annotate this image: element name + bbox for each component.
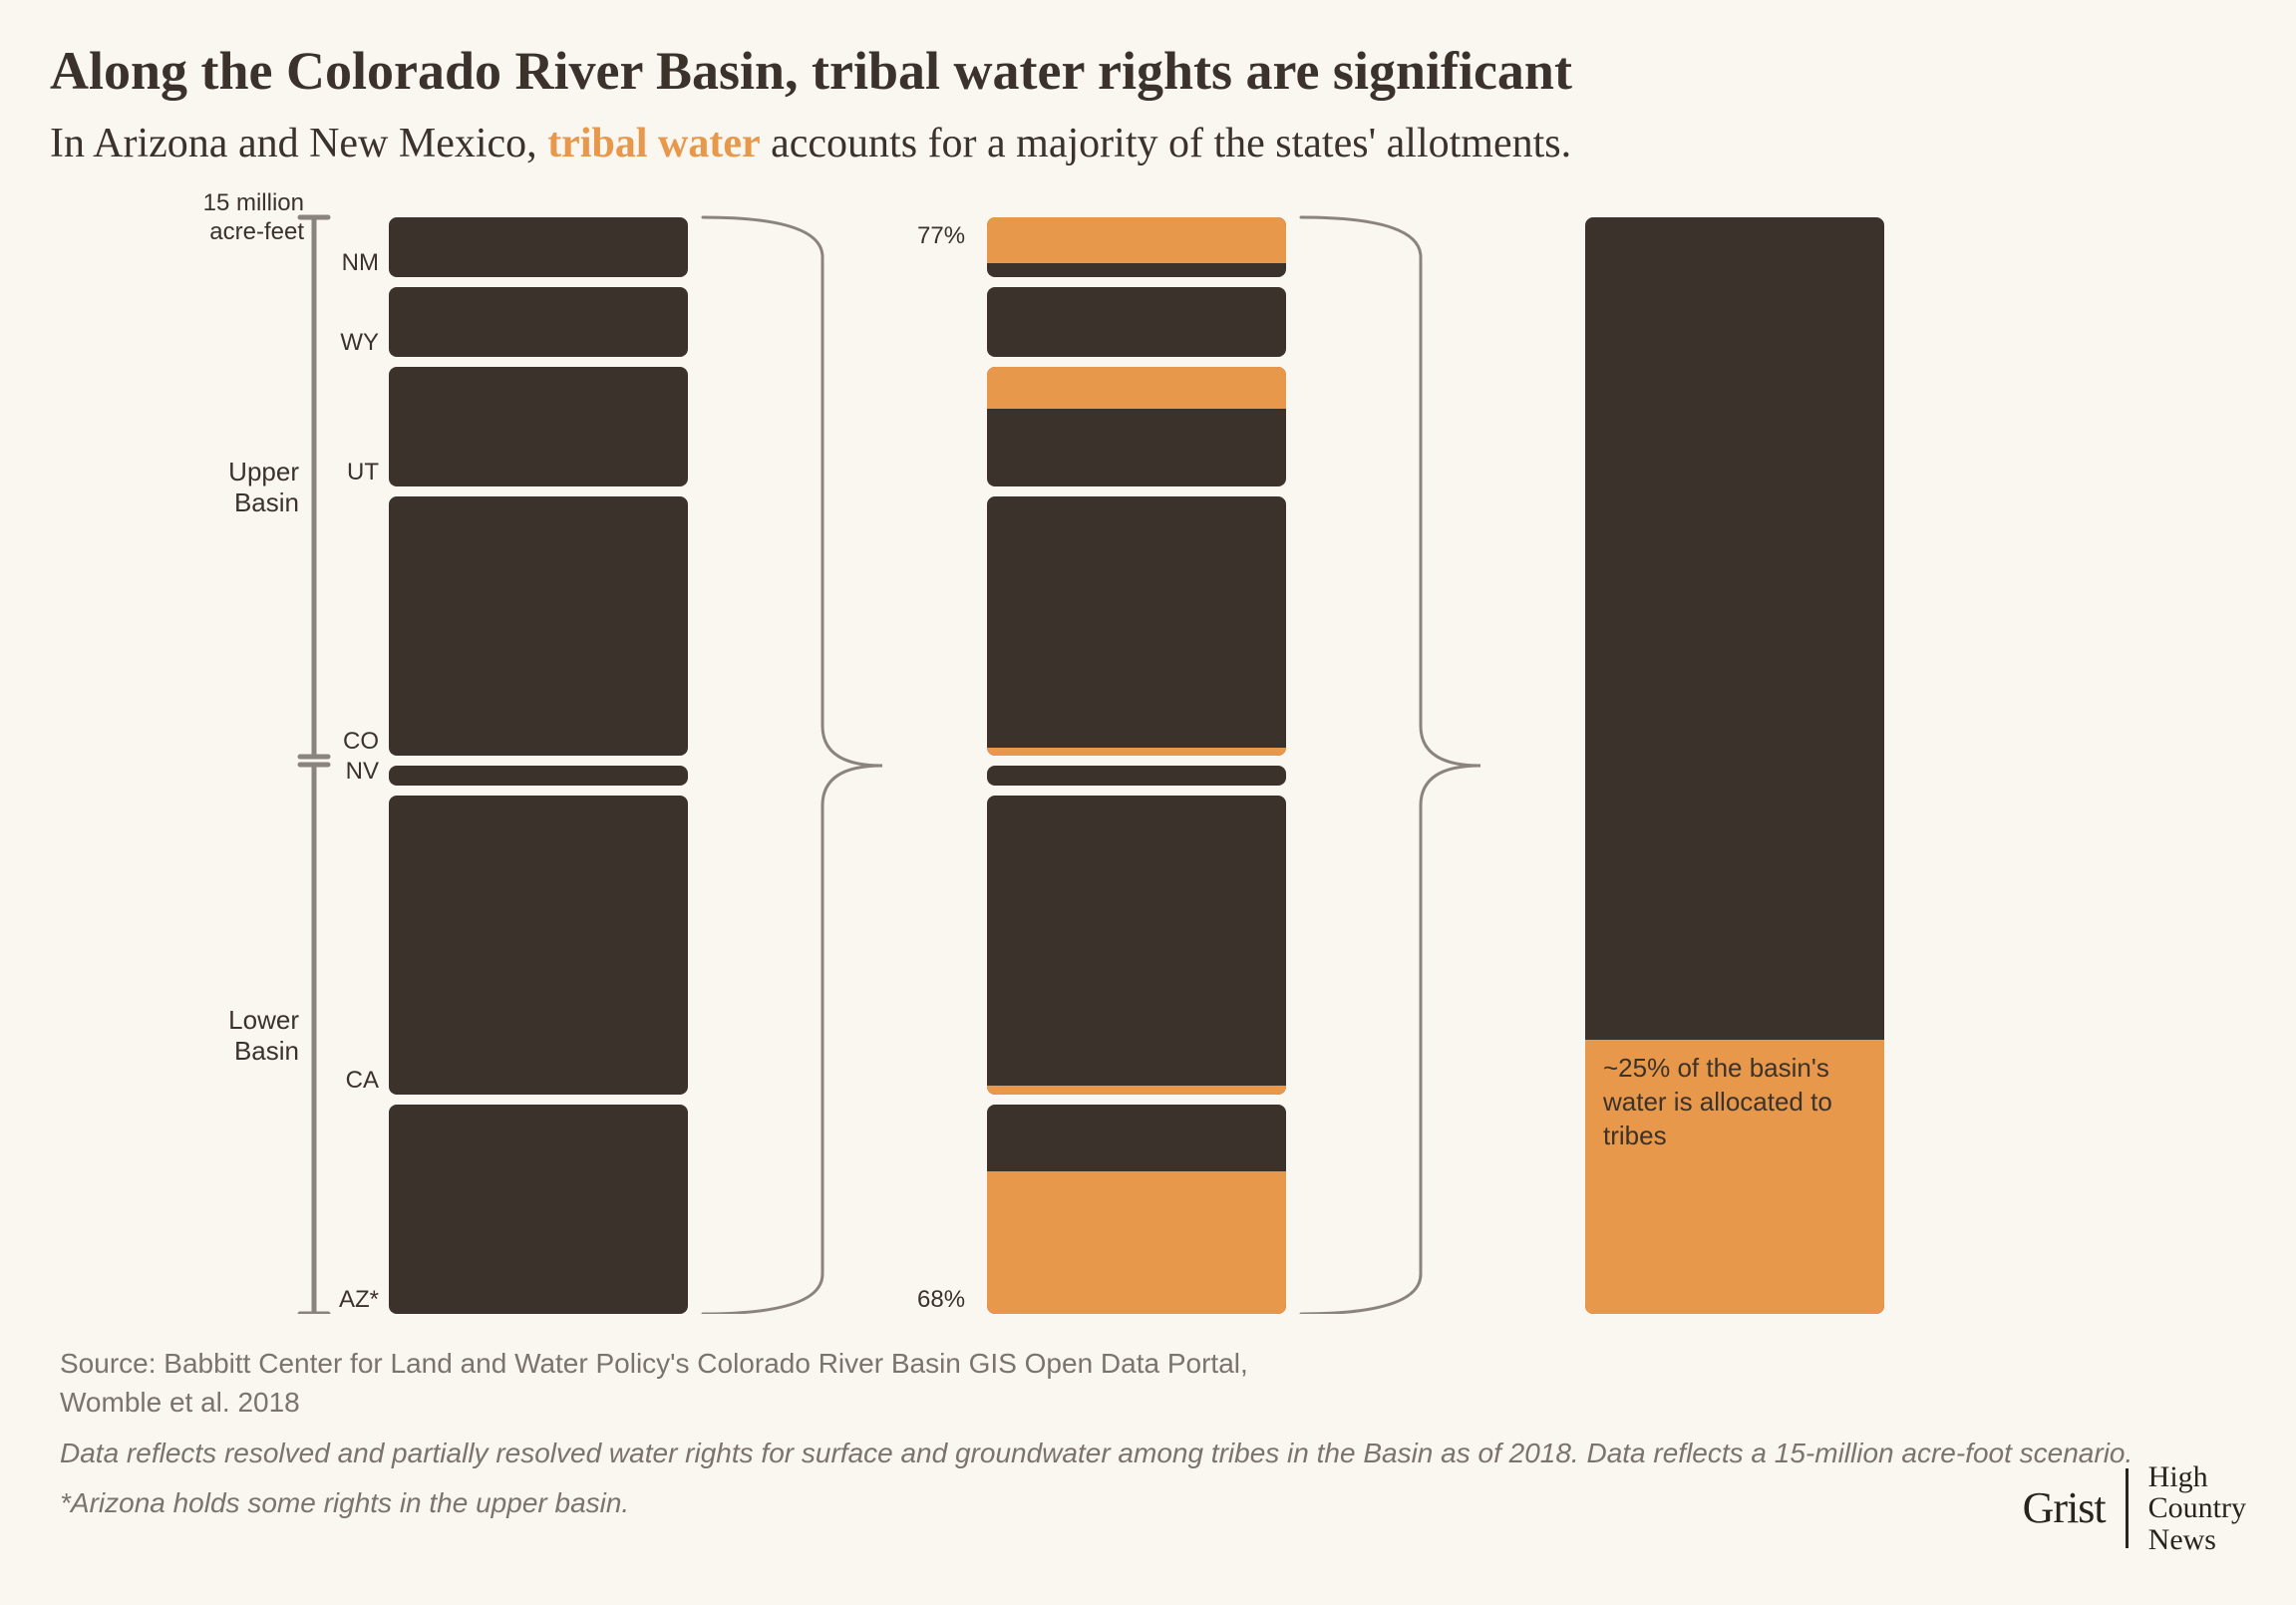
state-label: CO <box>329 728 379 756</box>
tribal-portion <box>987 217 1286 263</box>
credits: Grist HighCountryNews <box>2023 1461 2246 1556</box>
state-segment <box>389 217 688 277</box>
state-segment-breakdown <box>987 287 1286 357</box>
chart-area: 15 millionacre-feet UpperBasin LowerBasi… <box>110 197 2203 1314</box>
axis-label: 15 millionacre-feet <box>184 189 304 247</box>
footer: Source: Babbitt Center for Land and Wate… <box>60 1344 2246 1522</box>
lower-basin-label: LowerBasin <box>150 1005 299 1067</box>
non-tribal-portion <box>987 766 1286 786</box>
state-label: NV <box>329 758 379 786</box>
state-segment <box>389 367 688 486</box>
chart-subtitle: In Arizona and New Mexico, tribal water … <box>50 120 2246 167</box>
tribal-portion <box>987 748 1286 756</box>
tribal-portion <box>987 1086 1286 1095</box>
credit-divider <box>2126 1468 2129 1548</box>
state-segment <box>389 287 688 357</box>
credit-hcn: HighCountryNews <box>2148 1461 2246 1556</box>
subtitle-post: accounts for a majority of the states' a… <box>761 121 1572 166</box>
state-label: NM <box>329 249 379 277</box>
credit-grist: Grist <box>2023 1482 2106 1533</box>
column-states <box>389 217 688 1324</box>
non-tribal-portion <box>987 796 1286 1095</box>
subtitle-highlight: tribal water <box>547 121 760 166</box>
state-segment <box>389 766 688 786</box>
chart-title: Along the Colorado River Basin, tribal w… <box>50 40 2246 102</box>
non-tribal-portion <box>987 287 1286 357</box>
summary-label: ~25% of the basin's water is allocated t… <box>1603 1052 1882 1152</box>
note-2: *Arizona holds some rights in the upper … <box>60 1483 2246 1522</box>
non-tribal-portion <box>987 496 1286 756</box>
note-1: Data reflects resolved and partially res… <box>60 1434 2246 1472</box>
subtitle-pre: In Arizona and New Mexico, <box>50 121 547 166</box>
state-segment-breakdown <box>987 766 1286 786</box>
state-label: AZ* <box>329 1286 379 1314</box>
state-segment-breakdown <box>987 367 1286 486</box>
pct-label-bottom: 68% <box>917 1286 965 1314</box>
state-label: UT <box>329 459 379 486</box>
state-segment <box>389 496 688 756</box>
state-segment <box>389 796 688 1095</box>
source-text: Source: Babbitt Center for Land and Wate… <box>60 1344 2246 1422</box>
state-segment-breakdown <box>987 796 1286 1095</box>
tribal-portion <box>987 1171 1286 1314</box>
state-segment-breakdown <box>987 496 1286 756</box>
pct-label-top: 77% <box>917 222 965 250</box>
state-label: WY <box>329 329 379 357</box>
tribal-portion <box>987 367 1286 409</box>
state-segment-breakdown <box>987 217 1286 277</box>
state-segment <box>389 1105 688 1314</box>
state-label: CA <box>329 1067 379 1095</box>
column-tribal-breakdown <box>987 217 1286 1324</box>
state-segment-breakdown <box>987 1105 1286 1314</box>
upper-basin-label: UpperBasin <box>150 457 299 518</box>
